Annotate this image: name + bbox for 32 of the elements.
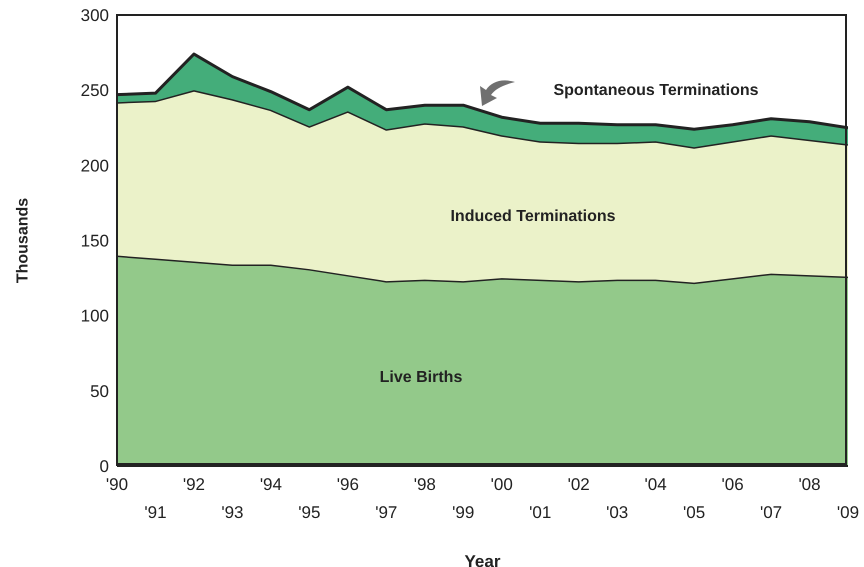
y-tick-label: 200	[80, 156, 109, 176]
y-tick-label: 250	[80, 81, 109, 100]
x-tick-label: '01	[529, 503, 552, 522]
x-tick-label: '94	[260, 475, 282, 494]
x-tick-label: '99	[452, 503, 474, 522]
x-tick-label: '05	[683, 503, 706, 522]
x-tick-label: '00	[490, 475, 513, 494]
x-axis-title: Year	[464, 552, 501, 567]
series-label: Induced Terminations	[450, 208, 616, 226]
x-tick-label: '03	[606, 503, 628, 522]
y-tick-label: 300	[80, 6, 109, 26]
x-tick-label: '02	[568, 475, 590, 494]
y-tick-label: 50	[90, 382, 109, 401]
x-tick-label: '92	[182, 475, 206, 494]
x-tick-label: '93	[221, 503, 244, 522]
y-axis-title: Thousands	[14, 198, 32, 284]
x-tick-label: '95	[298, 503, 320, 522]
x-tick-label: '08	[798, 475, 821, 494]
y-tick-label: 150	[80, 232, 109, 251]
y-tick-label: 0	[100, 457, 109, 476]
x-tick-label: '97	[375, 503, 398, 522]
x-tick-label: '04	[644, 475, 667, 494]
series-label: Live Births	[380, 369, 462, 387]
x-tick-label: '09	[836, 503, 860, 522]
x-tick-label: '07	[760, 503, 782, 522]
y-tick-label: 100	[80, 306, 109, 326]
series-label: Spontaneous Terminations	[553, 82, 759, 100]
x-tick-label: '06	[722, 475, 744, 494]
x-tick-label: '98	[414, 475, 436, 494]
x-tick-label: '90	[106, 475, 128, 494]
x-tick-label: '91	[144, 503, 167, 522]
x-tick-label: '96	[336, 475, 359, 494]
